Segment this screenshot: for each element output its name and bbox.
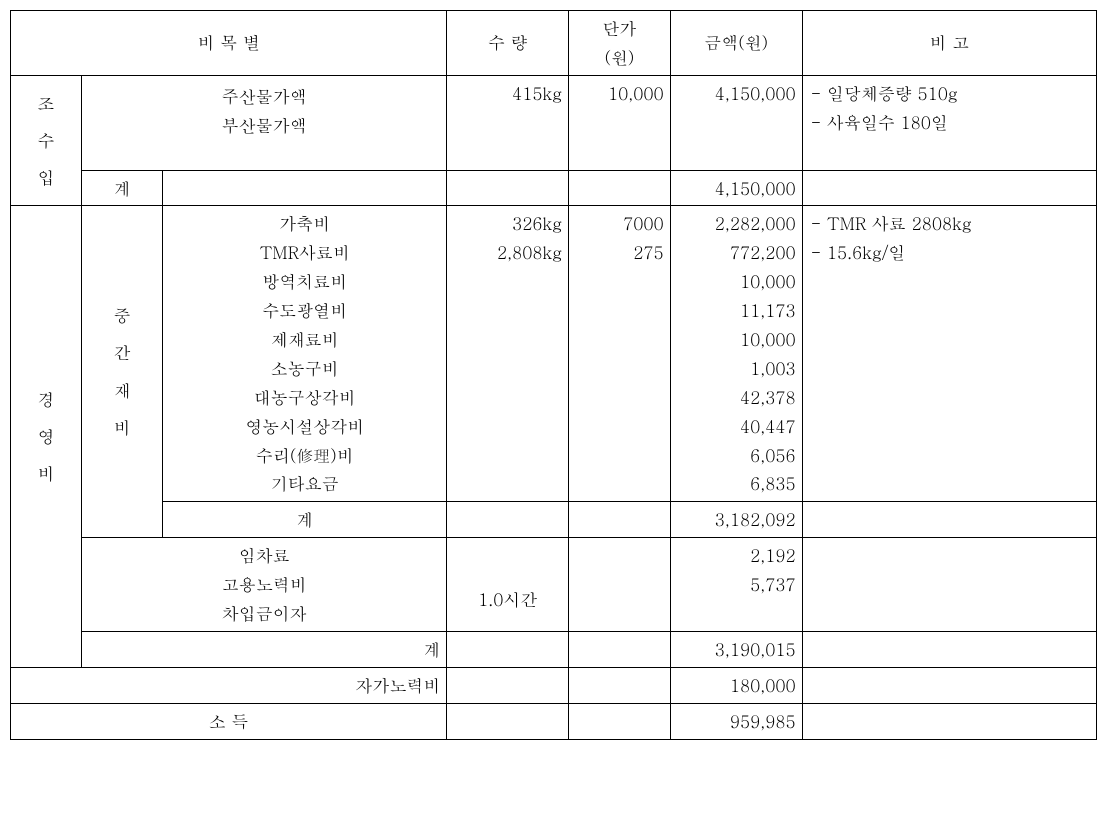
intermediate-quantity: 326kg 2,808kg xyxy=(447,206,569,502)
empty-cell xyxy=(802,538,1096,632)
net-income-label: 소 득 xyxy=(11,703,447,739)
other-costs-row: 임차료 고용노력비 차입금이자 1.0시간 2,192 5,737 xyxy=(11,538,1097,632)
empty-cell xyxy=(447,667,569,703)
mgmt-section-label: 경 영 비 xyxy=(11,206,82,667)
other-quantity: 1.0시간 xyxy=(447,538,569,632)
intermediate-remarks: - TMR 사료 2808kg - 15.6kg/일 xyxy=(802,206,1096,502)
intermediate-label: 중 간 재 비 xyxy=(82,206,163,538)
net-income-row: 소 득 959,985 xyxy=(11,703,1097,739)
cost-analysis-table: 비 목 별 수 량 단가 (원) 금액(원) 비 고 조 수 입 주산물가액 부… xyxy=(10,10,1097,740)
empty-cell xyxy=(447,631,569,667)
intermediate-subtotal-amount: 3,182,092 xyxy=(670,502,802,538)
intermediate-items-row: 경 영 비 중 간 재 비 가축비 TMR사료비 방역치료비 수도광열비 제재료… xyxy=(11,206,1097,502)
self-labor-row: 자가노력비 180,000 xyxy=(11,667,1097,703)
self-labor-amount: 180,000 xyxy=(670,667,802,703)
header-category: 비 목 별 xyxy=(11,11,447,76)
income-unit-price: 10,000 xyxy=(569,75,670,170)
income-items-row: 조 수 입 주산물가액 부산물가액 415kg 10,000 4,150,000… xyxy=(11,75,1097,170)
intermediate-subtotal-label: 계 xyxy=(163,502,447,538)
intermediate-amount: 2,282,000 772,200 10,000 11,173 10,000 1… xyxy=(670,206,802,502)
empty-cell xyxy=(163,170,447,206)
empty-cell xyxy=(569,538,670,632)
other-items: 임차료 고용노력비 차입금이자 xyxy=(82,538,447,632)
mgmt-total-amount: 3,190,015 xyxy=(670,631,802,667)
income-amount: 4,150,000 xyxy=(670,75,802,170)
empty-cell xyxy=(569,631,670,667)
empty-cell xyxy=(802,703,1096,739)
income-subtotal-row: 계 4,150,000 xyxy=(11,170,1097,206)
empty-cell xyxy=(569,667,670,703)
empty-cell xyxy=(569,502,670,538)
header-remarks: 비 고 xyxy=(802,11,1096,76)
income-subtotal-label: 계 xyxy=(82,170,163,206)
empty-cell xyxy=(569,703,670,739)
income-remarks: - 일당체증량 510g - 사육일수 180일 xyxy=(802,75,1096,170)
mgmt-total-label: 계 xyxy=(82,631,447,667)
income-subtotal-amount: 4,150,000 xyxy=(670,170,802,206)
net-income-amount: 959,985 xyxy=(670,703,802,739)
header-amount: 금액(원) xyxy=(670,11,802,76)
empty-cell xyxy=(447,170,569,206)
header-unit-price: 단가 (원) xyxy=(569,11,670,76)
header-quantity: 수 량 xyxy=(447,11,569,76)
income-items: 주산물가액 부산물가액 xyxy=(82,75,447,170)
intermediate-items: 가축비 TMR사료비 방역치료비 수도광열비 제재료비 소농구비 대농구상각비 … xyxy=(163,206,447,502)
other-amount: 2,192 5,737 xyxy=(670,538,802,632)
empty-cell xyxy=(569,170,670,206)
self-labor-label: 자가노력비 xyxy=(11,667,447,703)
intermediate-unit-price: 7000 275 xyxy=(569,206,670,502)
intermediate-subtotal-row: 계 3,182,092 xyxy=(11,502,1097,538)
table-header-row: 비 목 별 수 량 단가 (원) 금액(원) 비 고 xyxy=(11,11,1097,76)
empty-cell xyxy=(802,631,1096,667)
empty-cell xyxy=(447,703,569,739)
empty-cell xyxy=(447,502,569,538)
empty-cell xyxy=(802,170,1096,206)
empty-cell xyxy=(802,502,1096,538)
mgmt-total-row: 계 3,190,015 xyxy=(11,631,1097,667)
income-section-label: 조 수 입 xyxy=(11,75,82,206)
empty-cell xyxy=(802,667,1096,703)
income-quantity: 415kg xyxy=(447,75,569,170)
